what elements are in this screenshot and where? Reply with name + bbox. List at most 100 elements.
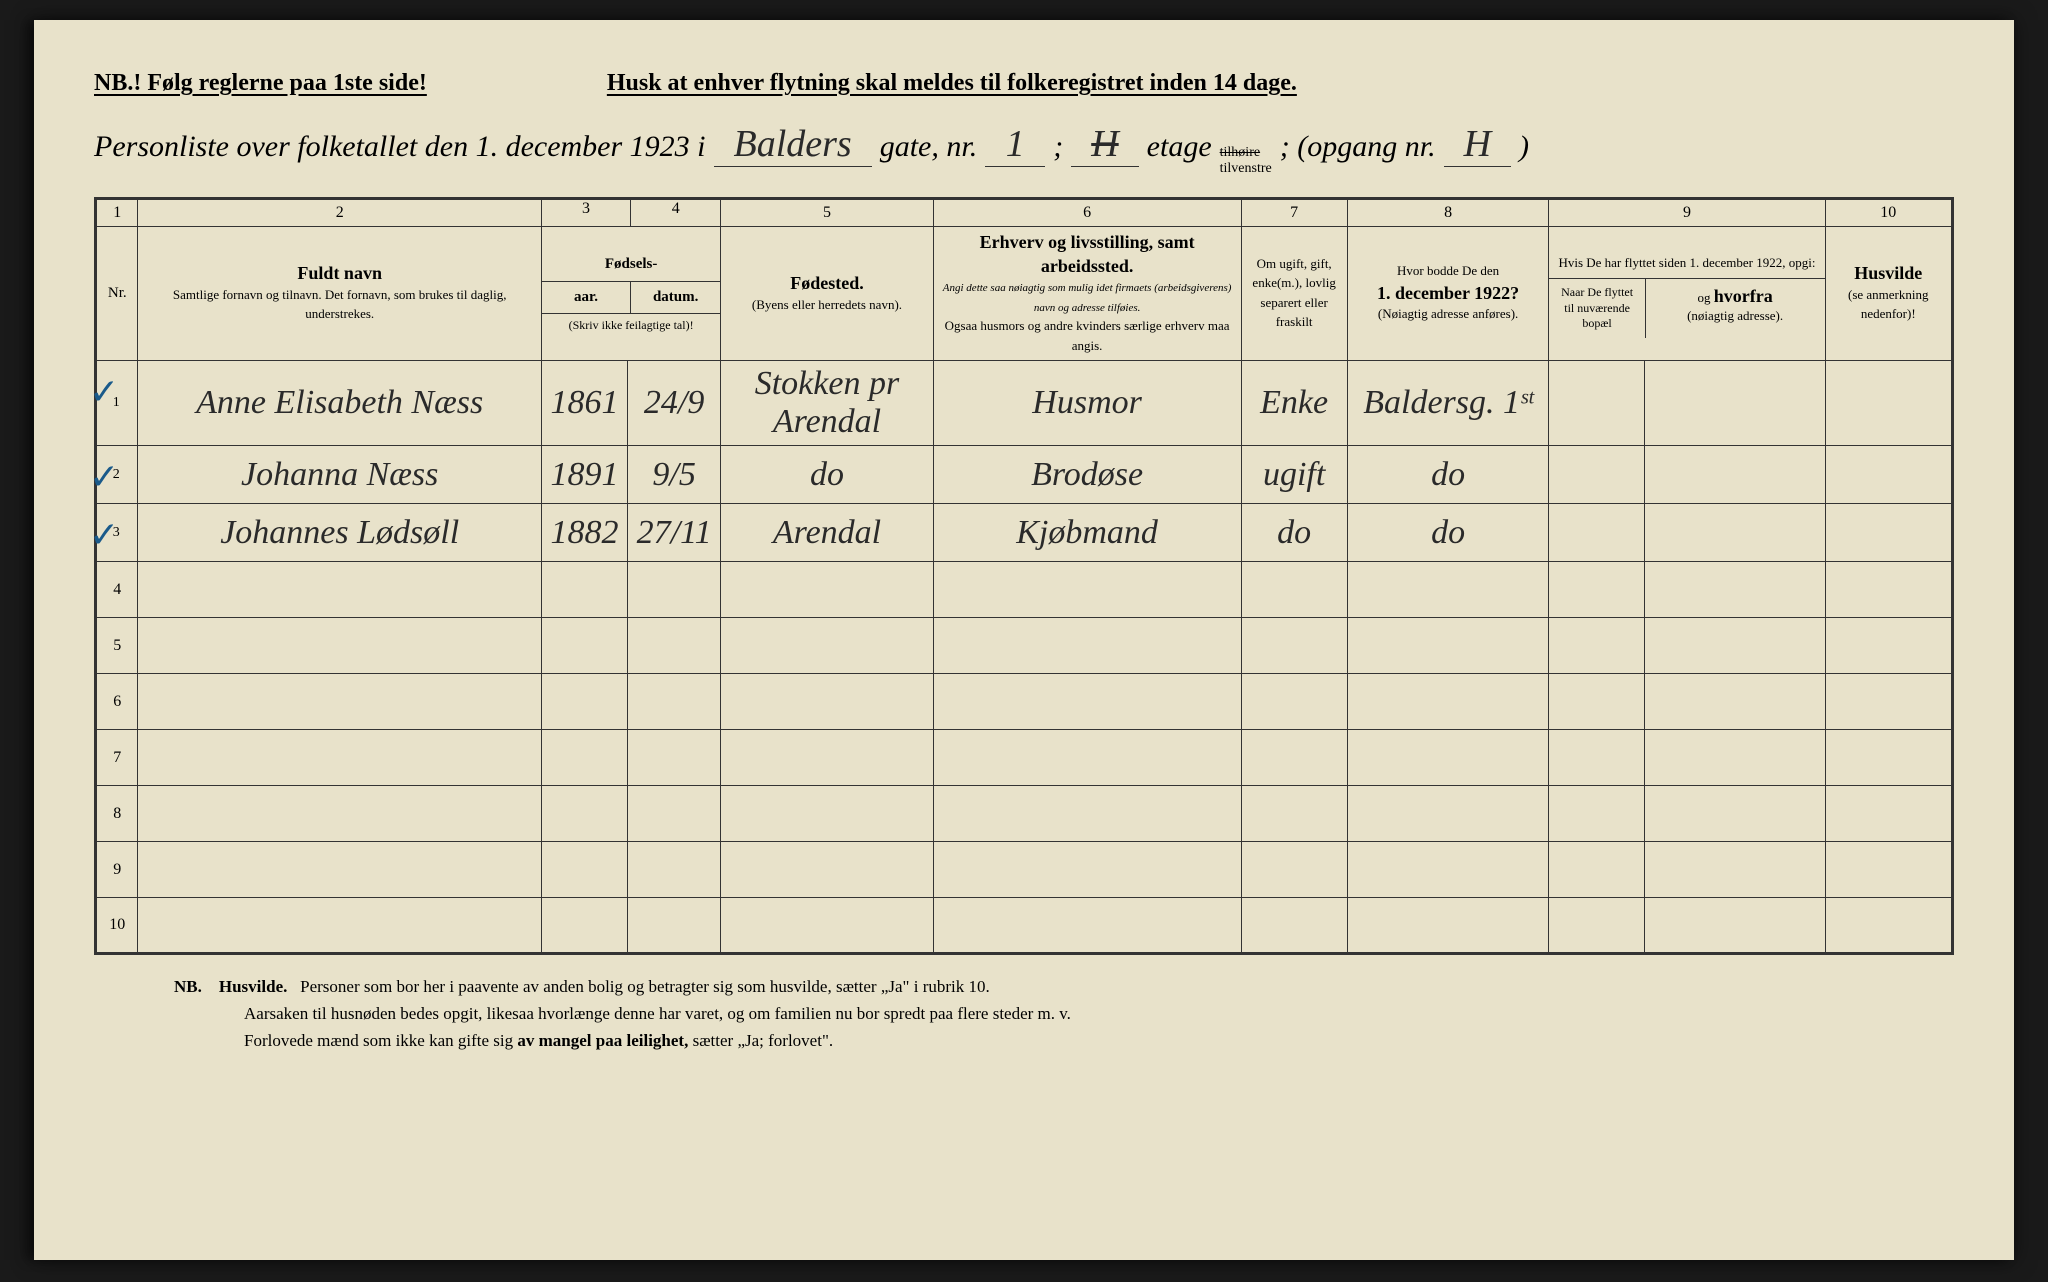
row-nr: 5 [96,618,138,674]
row-hvorfra [1645,361,1826,446]
row-nr: 7 [96,730,138,786]
col-num-7: 7 [1241,199,1347,227]
tilvenstre-label: tilvenstre [1220,161,1272,177]
col-num-2: 2 [138,199,541,227]
row-husvilde [1825,504,1953,562]
row-nr: 4 [96,562,138,618]
header-nr: Nr. [96,227,138,361]
top-instructions: NB.! Følg reglerne paa 1ste side! Husk a… [94,70,1954,97]
row-status: Enke [1241,361,1347,446]
row-aar: 1891 [541,446,627,504]
row-aar: 1861 [541,361,627,446]
empty-rows-body: 4 5 6 7 8 9 [96,562,1953,954]
col-num-3: 3 [542,200,631,226]
row-datum: 9/5 [627,446,720,504]
header-bodde: Hvor bodde De den 1. december 1922? (Nøi… [1347,227,1549,361]
nb-instruction: NB.! Følg reglerne paa 1ste side! [94,70,427,97]
checkmark-icon: ✓ [89,371,119,413]
row-datum: 24/9 [627,361,720,446]
row-navn: Johanna Næss [138,446,541,504]
tilhoire-label: tilhøire [1220,145,1272,161]
row-nr: ✓ 1 [96,361,138,446]
semicolon: ; [1053,130,1063,164]
table-row: ✓ 2 Johanna Næss 1891 9/5 do Brodøse ugi… [96,446,1953,504]
col-num-4: 4 [631,200,720,226]
footer-line1: Personer som bor her i paavente av anden… [300,977,990,996]
col-num-8: 8 [1347,199,1549,227]
row-status: do [1241,504,1347,562]
header-fodsels: Fødsels- aar. datum. (Skriv ikke feilagt… [541,227,720,361]
opgang-label: ; (opgang nr. [1280,130,1436,164]
row-aar: 1882 [541,504,627,562]
row-bodde: do [1347,504,1549,562]
table-row: 4 [96,562,1953,618]
opgang-nr-field: H [1444,122,1511,167]
header-row: Nr. Fuldt navn Samtlige fornavn og tilna… [96,227,1953,361]
street-name-field: Balders [714,122,872,167]
data-rows-body: ✓ 1 Anne Elisabeth Næss 1861 24/9 Stokke… [96,361,1953,562]
row-husvilde [1825,361,1953,446]
row-hvorfra [1645,446,1826,504]
census-table: 1 2 3 4 5 6 7 8 9 10 Nr. Fuldt navn Samt… [94,197,1954,955]
header-hvis: Hvis De har flyttet siden 1. december 19… [1549,227,1825,361]
col-num-6: 6 [933,199,1241,227]
closing-paren: ) [1519,130,1529,164]
footer-note: NB. Husvilde. Personer som bor her i paa… [94,973,1954,1055]
row-hvorfra [1645,504,1826,562]
etage-label: etage [1147,130,1212,164]
form-title-line: Personliste over folketallet den 1. dece… [94,122,1954,177]
header-navn: Fuldt navn Samtlige fornavn og tilnavn. … [138,227,541,361]
table-row: 8 [96,786,1953,842]
row-nr: ✓ 3 [96,504,138,562]
header-erhverv: Erhverv og livsstilling, samt arbeidsste… [933,227,1241,361]
husk-instruction: Husk at enhver flytning skal meldes til … [607,70,1297,97]
row-erhverv: Brodøse [933,446,1241,504]
footer-line3: Forlovede mænd som ikke kan gifte sig av… [174,1031,833,1050]
row-navn: Johannes Lødsøll [138,504,541,562]
gate-label: gate, nr. [880,130,978,164]
etage-struck-field: H [1071,122,1138,167]
row-husvilde [1825,446,1953,504]
row-nr: 9 [96,842,138,898]
col-num-10: 10 [1825,199,1953,227]
column-number-row: 1 2 3 4 5 6 7 8 9 10 [96,199,1953,227]
header-husvilde: Husvilde (se anmerkning nedenfor)! [1825,227,1953,361]
footer-line2: Aarsaken til husnøden bedes opgit, likes… [174,1004,1071,1023]
table-row: ✓ 3 Johannes Lødsøll 1882 27/11 Arendal … [96,504,1953,562]
row-status: ugift [1241,446,1347,504]
row-navn: Anne Elisabeth Næss [138,361,541,446]
row-erhverv: Husmor [933,361,1241,446]
row-fodested: Arendal [721,504,933,562]
row-fodested: do [721,446,933,504]
table-row: 10 [96,898,1953,954]
header-status: Om ugift, gift, enke(m.), lovlig separer… [1241,227,1347,361]
col-num-9: 9 [1549,199,1825,227]
row-bodde: do [1347,446,1549,504]
row-nr: 6 [96,674,138,730]
row-nr: 10 [96,898,138,954]
row-naar [1549,504,1645,562]
col-num-1: 1 [96,199,138,227]
checkmark-icon: ✓ [89,514,119,556]
header-fodested: Fødested. (Byens eller herredets navn). [721,227,933,361]
row-naar [1549,446,1645,504]
table-row: 7 [96,730,1953,786]
row-datum: 27/11 [627,504,720,562]
table-row: ✓ 1 Anne Elisabeth Næss 1861 24/9 Stokke… [96,361,1953,446]
checkmark-icon: ✓ [89,456,119,498]
row-nr: 8 [96,786,138,842]
row-naar [1549,361,1645,446]
footer-nb: NB. [174,977,202,996]
row-nr: ✓ 2 [96,446,138,504]
col-num-5: 5 [721,199,933,227]
row-fodested: Stokken pr Arendal [721,361,933,446]
row-bodde: Baldersg. 1ˢᵗ [1347,361,1549,446]
table-row: 5 [96,618,1953,674]
title-prefix: Personliste over folketallet den 1. dece… [94,130,706,164]
table-row: 9 [96,842,1953,898]
footer-husvilde: Husvilde. [219,977,288,996]
table-row: 6 [96,674,1953,730]
row-erhverv: Kjøbmand [933,504,1241,562]
census-page: NB.! Følg reglerne paa 1ste side! Husk a… [34,20,2014,1260]
gate-nr-field: 1 [985,122,1045,167]
